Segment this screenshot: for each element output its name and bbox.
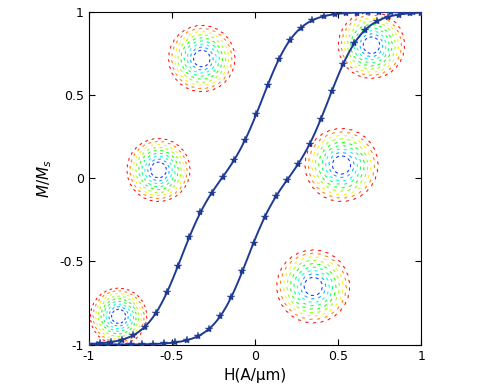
Y-axis label: $M/M_s$: $M/M_s$ <box>35 159 54 198</box>
X-axis label: H(A/μm): H(A/μm) <box>224 368 286 383</box>
